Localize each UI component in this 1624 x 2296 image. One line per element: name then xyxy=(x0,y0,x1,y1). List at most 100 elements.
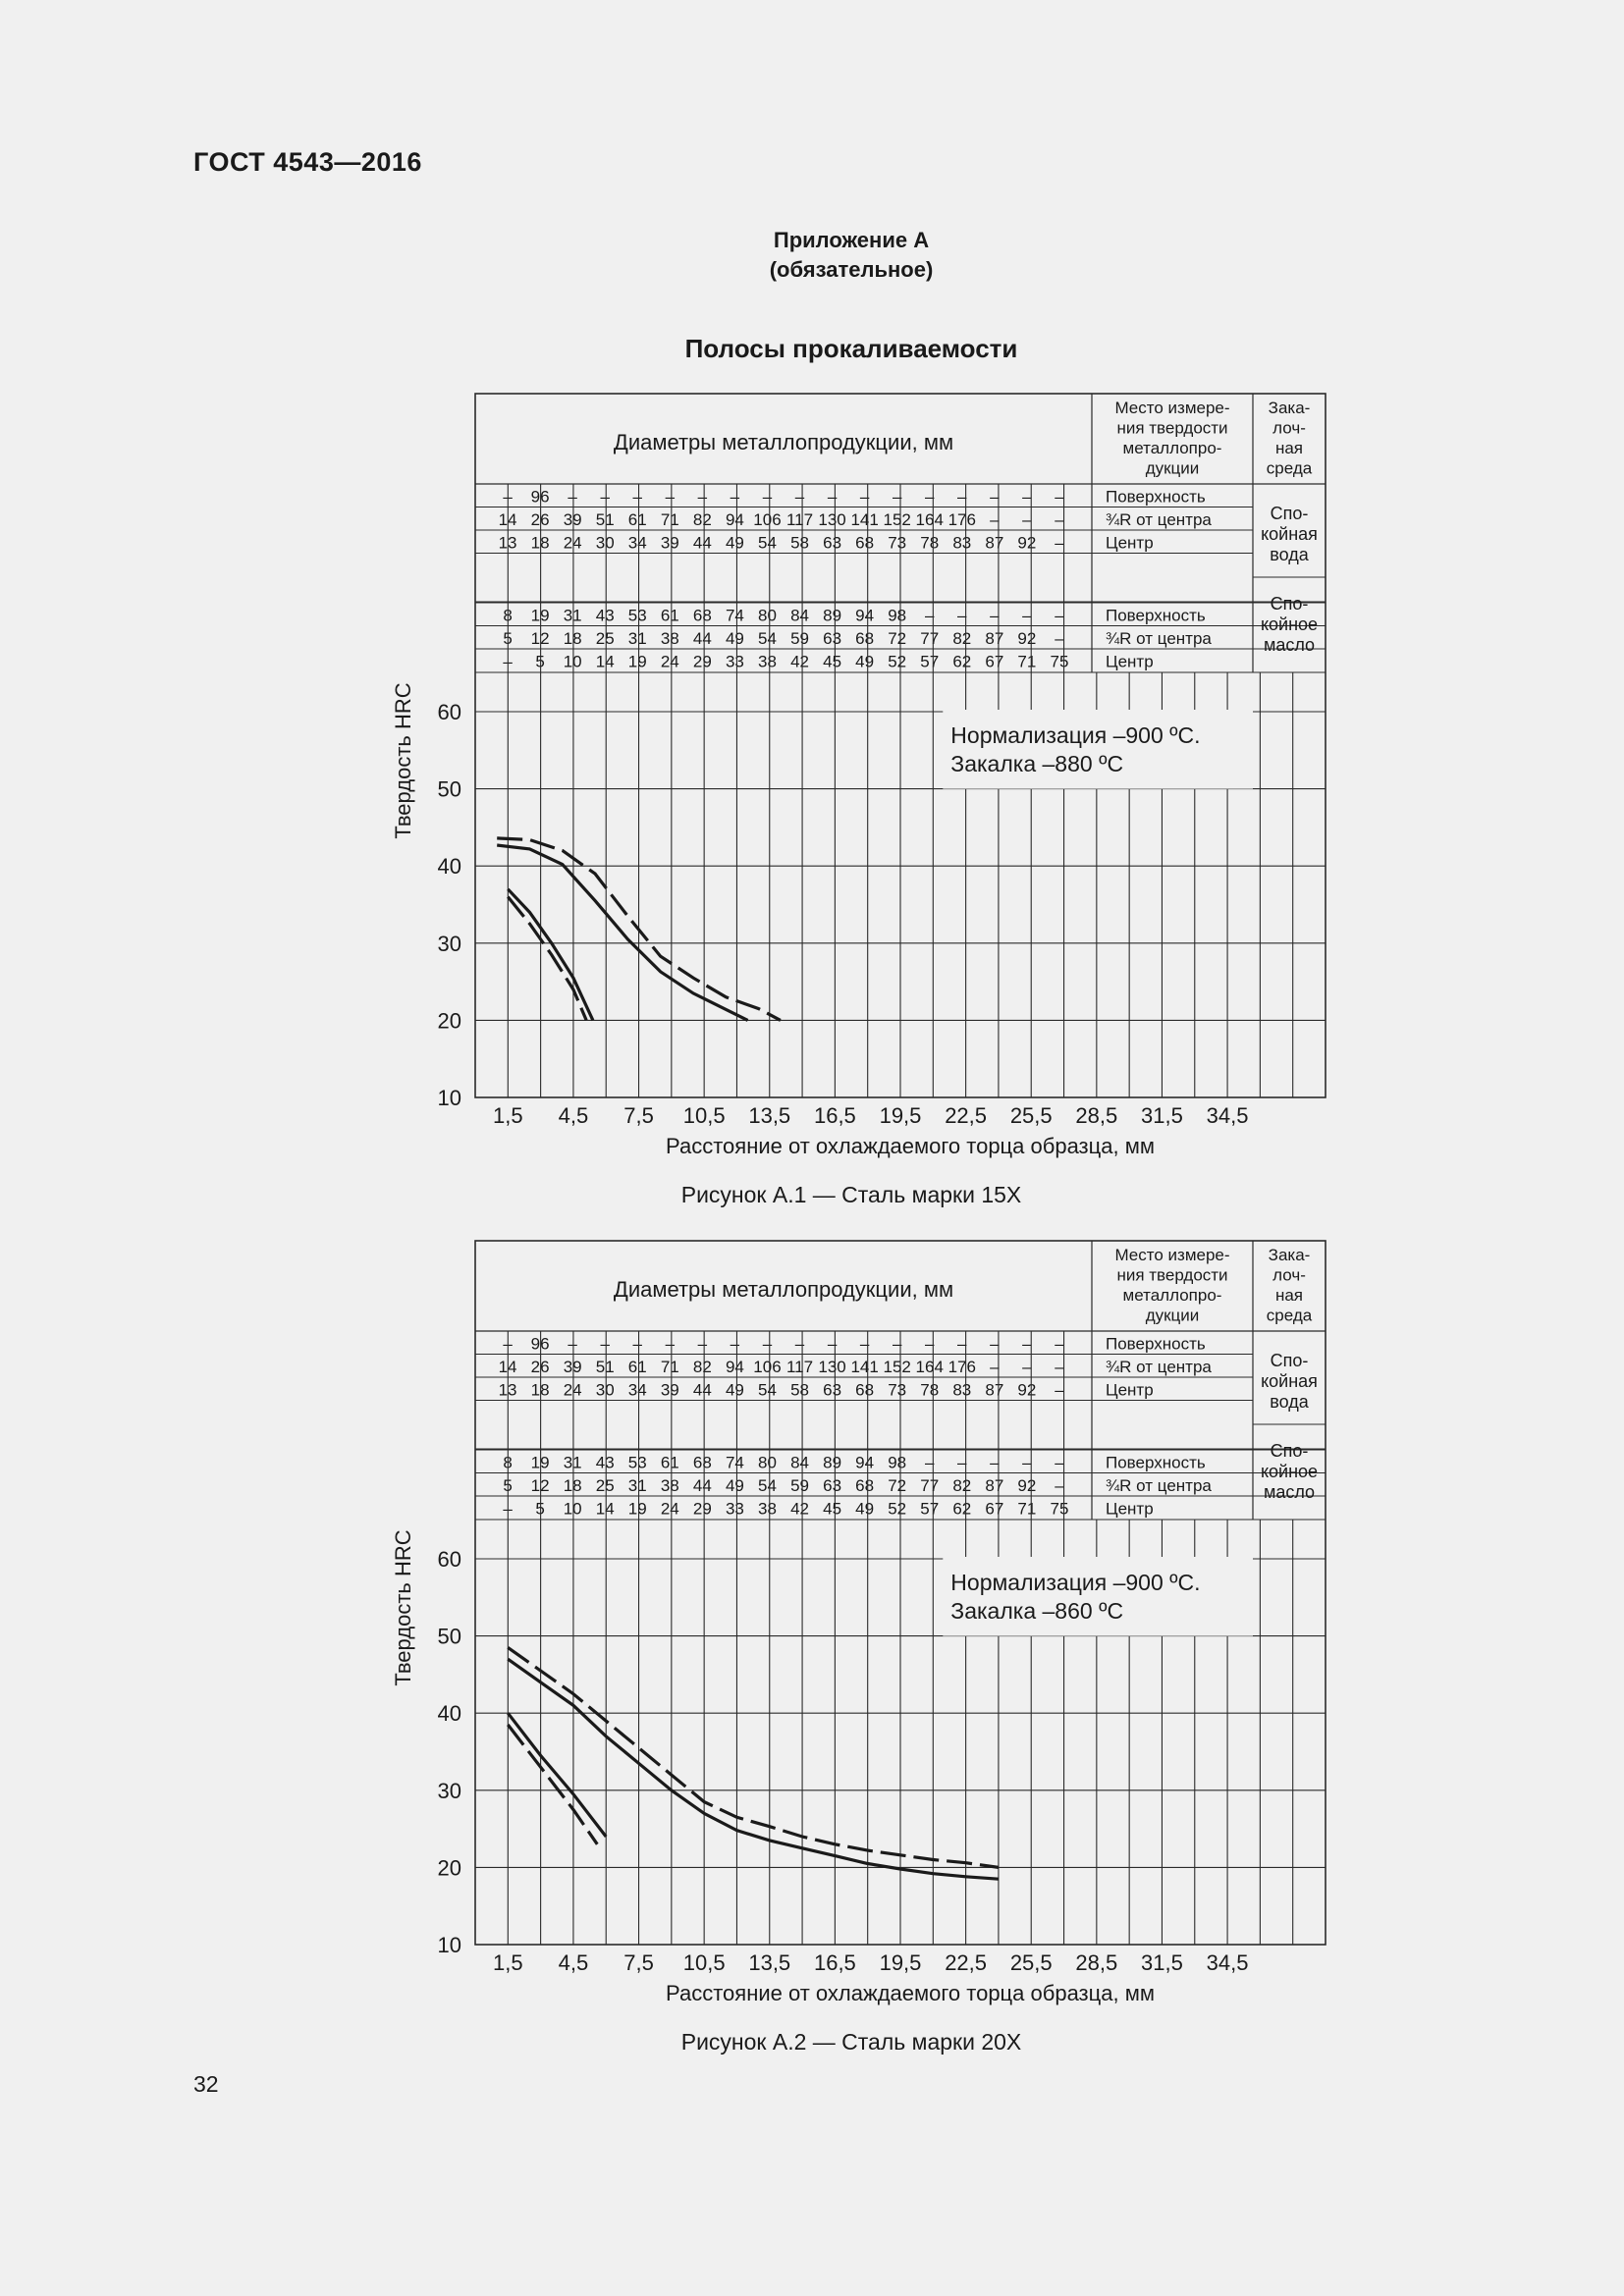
oil-row-place: Поверхность xyxy=(1106,607,1206,625)
y-tick-label: 20 xyxy=(438,1855,461,1880)
water-row-cell: 71 xyxy=(661,1358,679,1376)
oil-row-cell: 71 xyxy=(1017,1500,1036,1519)
medium-oil-label: койное xyxy=(1261,614,1318,634)
oil-row-cell: 53 xyxy=(628,607,647,625)
oil-row-cell: 72 xyxy=(888,1476,906,1495)
measure-place-header: дукции xyxy=(1146,1307,1200,1325)
y-tick-label: 30 xyxy=(438,1779,461,1803)
oil-row-cell: 59 xyxy=(790,629,809,648)
oil-row-cell: – xyxy=(990,607,1000,625)
water-row-cell: – xyxy=(763,1335,773,1354)
oil-row-cell: 72 xyxy=(888,629,906,648)
oil-row-place: Центр xyxy=(1106,1500,1154,1519)
water-row-cell: 117 xyxy=(786,1358,813,1376)
water-row-cell: – xyxy=(860,1335,870,1354)
oil-row-cell: 59 xyxy=(790,1476,809,1495)
section-title: Полосы прокаливаемости xyxy=(684,334,1018,363)
water-row-cell: – xyxy=(666,1335,676,1354)
x-tick-label: 16,5 xyxy=(814,1950,856,1975)
oil-row-cell: – xyxy=(957,607,967,625)
medium-water-label: вода xyxy=(1270,545,1309,564)
y-tick-label: 30 xyxy=(438,932,461,956)
oil-row-cell: 10 xyxy=(564,653,582,671)
oil-row-cell: 68 xyxy=(693,607,712,625)
oil-row-cell: 24 xyxy=(661,1500,679,1519)
oil-row-cell: – xyxy=(1055,607,1064,625)
oil-row-cell: 25 xyxy=(596,1476,615,1495)
water-row-place: ¾R от центра xyxy=(1106,1358,1212,1376)
y-axis-label: Твердость HRC xyxy=(391,1529,415,1685)
y-tick-label: 50 xyxy=(438,777,461,802)
oil-row-cell: 62 xyxy=(952,1500,971,1519)
water-row-cell: 130 xyxy=(818,1358,845,1376)
oil-row-cell: 74 xyxy=(726,1454,744,1472)
x-tick-label: 34,5 xyxy=(1207,1103,1249,1128)
oil-row-cell: 89 xyxy=(823,1454,841,1472)
oil-row-cell: 49 xyxy=(855,1500,874,1519)
water-row-cell: 106 xyxy=(753,510,781,529)
water-row-cell: 92 xyxy=(1017,1381,1036,1400)
oil-row-cell: 87 xyxy=(985,629,1003,648)
water-row-cell: 44 xyxy=(693,534,712,553)
oil-row-cell: – xyxy=(925,607,935,625)
oil-row-cell: 80 xyxy=(758,607,777,625)
water-row-cell: 152 xyxy=(883,1358,910,1376)
water-row-cell: 54 xyxy=(758,534,777,553)
oil-row-cell: 10 xyxy=(564,1500,582,1519)
water-row-cell: – xyxy=(925,488,935,507)
water-row-cell: 51 xyxy=(596,510,615,529)
water-row-cell: 61 xyxy=(628,510,647,529)
oil-row-cell: 31 xyxy=(628,629,647,648)
oil-row-cell: – xyxy=(1022,1454,1032,1472)
quench-medium-header: ная xyxy=(1275,1286,1303,1305)
oil-row-cell: 29 xyxy=(693,653,712,671)
oil-row-cell: 54 xyxy=(758,629,777,648)
oil-row-cell: 52 xyxy=(888,653,906,671)
oil-row-cell: 57 xyxy=(920,653,939,671)
x-tick-label: 7,5 xyxy=(623,1103,654,1128)
x-tick-label: 7,5 xyxy=(623,1950,654,1975)
hardenability-curve-solid xyxy=(507,1712,608,1838)
water-row-cell: 58 xyxy=(790,534,809,553)
water-row-cell: 54 xyxy=(758,1381,777,1400)
measure-place-header: металлопро- xyxy=(1123,1286,1222,1305)
water-row-cell: 87 xyxy=(985,1381,1003,1400)
y-tick-label: 50 xyxy=(438,1625,461,1649)
water-row-cell: 34 xyxy=(628,1381,647,1400)
water-row-cell: – xyxy=(698,488,708,507)
water-row-cell: – xyxy=(860,488,870,507)
x-tick-label: 16,5 xyxy=(814,1103,856,1128)
water-row-cell: 176 xyxy=(948,1358,976,1376)
water-row-cell: 141 xyxy=(850,1358,878,1376)
oil-row-cell: 87 xyxy=(985,1476,1003,1495)
water-row-cell: – xyxy=(957,1335,967,1354)
oil-row-cell: – xyxy=(1055,1476,1064,1495)
x-tick-label: 10,5 xyxy=(683,1103,726,1128)
oil-row-cell: 82 xyxy=(952,1476,971,1495)
x-tick-label: 10,5 xyxy=(683,1950,726,1975)
water-row-place: ¾R от центра xyxy=(1106,510,1212,529)
water-row-cell: – xyxy=(1022,488,1032,507)
oil-row-cell: 82 xyxy=(952,629,971,648)
water-row-cell: 30 xyxy=(596,1381,615,1400)
oil-row-cell: 45 xyxy=(823,1500,841,1519)
oil-row-cell: 80 xyxy=(758,1454,777,1472)
water-row-cell: 106 xyxy=(753,1358,781,1376)
diameters-header: Диаметры металлопродукции, мм xyxy=(614,1277,953,1302)
measure-place-header: Место измере- xyxy=(1114,1246,1229,1264)
y-tick-label: 60 xyxy=(438,1547,461,1572)
oil-row-cell: 42 xyxy=(790,1500,809,1519)
water-row-cell: 30 xyxy=(596,534,615,553)
oil-row-cell: 98 xyxy=(888,1454,906,1472)
quench-medium-header: ная xyxy=(1275,439,1303,457)
water-row-cell: 24 xyxy=(564,1381,582,1400)
oil-row-cell: 49 xyxy=(855,653,874,671)
x-tick-label: 22,5 xyxy=(945,1103,987,1128)
water-row-cell: – xyxy=(828,488,838,507)
water-row-cell: – xyxy=(893,488,902,507)
x-axis-label: Расстояние от охлаждаемого торца образца… xyxy=(666,1134,1155,1158)
medium-water-label: вода xyxy=(1270,1392,1309,1412)
water-row-cell: 87 xyxy=(985,534,1003,553)
annotation-text: Нормализация –900 ºС. xyxy=(950,722,1200,748)
water-row-cell: 83 xyxy=(952,1381,971,1400)
